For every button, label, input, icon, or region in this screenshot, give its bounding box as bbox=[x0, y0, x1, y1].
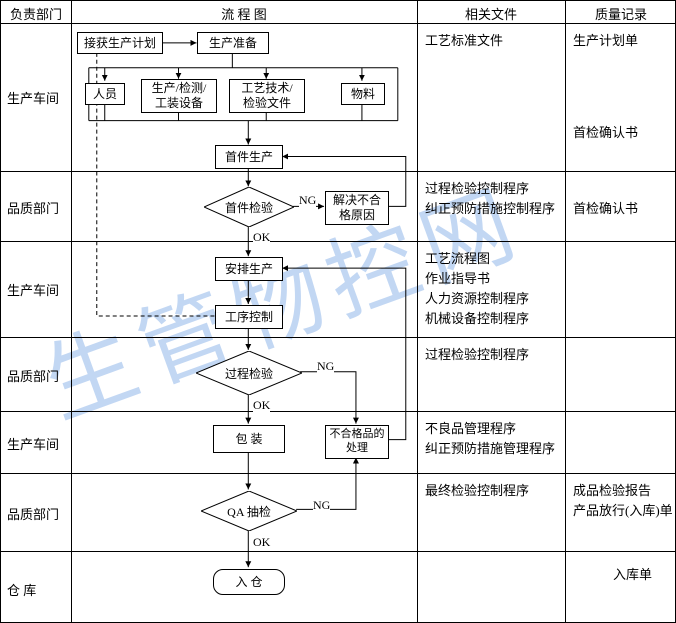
node-prep: 生产准备 bbox=[197, 32, 269, 54]
node-first-insp: 首件检验 bbox=[204, 187, 294, 227]
node-warehouse: 入 仓 bbox=[213, 569, 285, 595]
lbl-ng-3: NG bbox=[313, 498, 330, 513]
lbl-ng-1: NG bbox=[299, 193, 316, 208]
page: 生管物控网 负责部门 流 程 图 相关文件 质量记录 生产车间 品质部门 生产车… bbox=[0, 0, 676, 623]
node-techdoc: 工艺技术/ 检验文件 bbox=[229, 79, 305, 113]
lbl-ok-1: OK bbox=[253, 230, 270, 245]
node-material: 物料 bbox=[341, 83, 385, 105]
lbl-ok-3: OK bbox=[253, 535, 270, 550]
node-qa: QA 抽检 bbox=[201, 491, 297, 531]
node-personnel: 人员 bbox=[85, 83, 125, 105]
lbl-ng-2: NG bbox=[317, 359, 334, 374]
node-pack: 包 装 bbox=[213, 425, 285, 453]
node-arrange: 安排生产 bbox=[215, 257, 283, 281]
node-proc-insp: 过程检验 bbox=[196, 351, 302, 395]
node-equip: 生产/检测/ 工装设备 bbox=[141, 79, 217, 113]
node-nc-handle: 不合格品的 处理 bbox=[325, 425, 389, 459]
lbl-ok-2: OK bbox=[253, 398, 270, 413]
node-receive-plan: 接获生产计划 bbox=[77, 32, 163, 54]
node-first-prod: 首件生产 bbox=[215, 145, 283, 169]
node-solve-ng: 解决不合 格原因 bbox=[325, 191, 389, 225]
node-proc-ctrl: 工序控制 bbox=[215, 305, 283, 329]
